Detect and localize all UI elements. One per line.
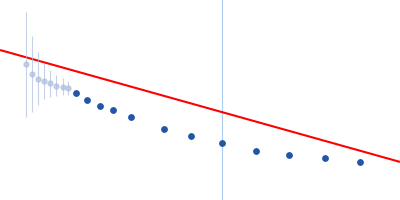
Point (97, 104, 103, 107)
Point (73, 91, 80, 94)
Point (84, 98, 90, 102)
Point (128, 115, 134, 118)
Point (322, 156, 329, 160)
Point (160, 127, 167, 130)
Point (188, 134, 194, 137)
Point (110, 109, 116, 112)
Point (219, 141, 225, 144)
Point (357, 160, 363, 164)
Point (253, 150, 260, 153)
Point (286, 153, 292, 156)
